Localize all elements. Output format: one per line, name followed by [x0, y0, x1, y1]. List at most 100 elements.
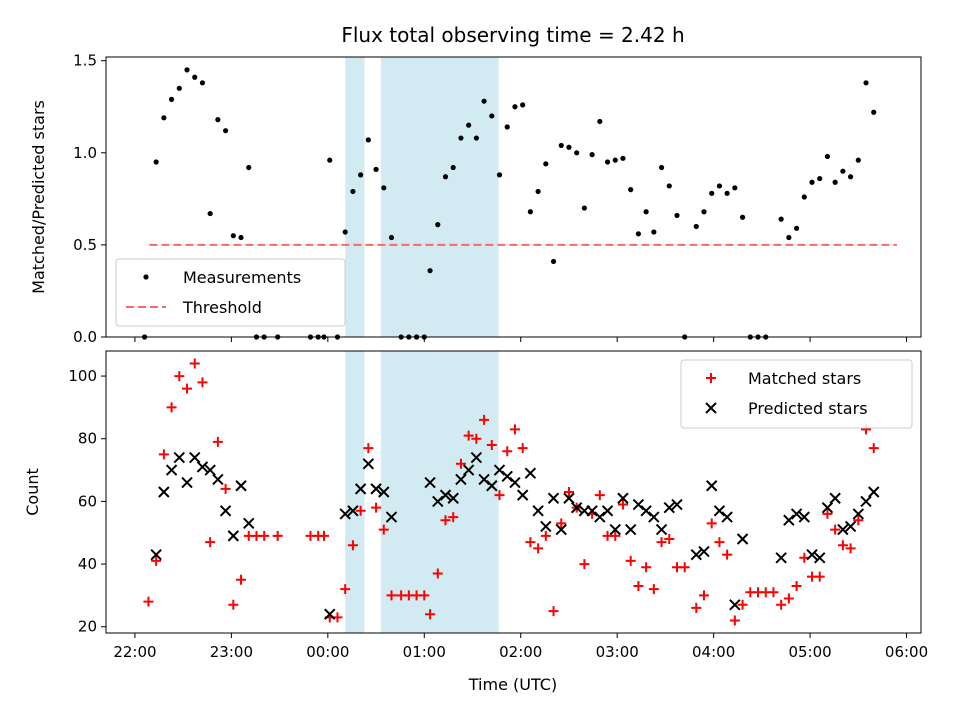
predicted-star-point [721, 511, 733, 523]
measurement-point [192, 74, 198, 80]
matched-star-point [371, 502, 382, 513]
matched-star-point [837, 540, 848, 551]
matched-star-point [494, 490, 505, 501]
matched-star-point [166, 402, 177, 413]
matched-star-point [648, 584, 659, 595]
matched-star-point [830, 524, 841, 535]
measurement-point [161, 115, 167, 121]
matched-star-point [556, 518, 567, 529]
legend-label: Matched stars [748, 369, 861, 388]
measurement-point [716, 183, 723, 189]
matched-star-point [540, 530, 551, 541]
matched-star-point [679, 562, 690, 573]
matched-star-point [448, 512, 459, 523]
measurement-point [207, 210, 213, 217]
legend-box [680, 359, 913, 429]
measurement-point [604, 159, 611, 165]
matched-star-point [363, 443, 374, 454]
predicted-star-point [158, 486, 170, 498]
measurement-point [693, 223, 699, 230]
predicted-star-point [165, 464, 178, 476]
measurement-point [824, 153, 831, 160]
top-panel-ratio: 0.0 0.5 1.0 1.5 Matched/Predicted stars Measu… [29, 52, 922, 346]
matched-star-point [471, 433, 482, 444]
measurement-point [651, 229, 657, 235]
matched-star-point [509, 424, 520, 435]
matched-star-point [386, 590, 397, 601]
matched-star-point [236, 574, 247, 585]
matched-star-point [625, 555, 636, 566]
matched-star-point [691, 602, 702, 613]
matched-star-point [822, 508, 833, 519]
legend-box [115, 258, 346, 327]
bottom-panel-counts: 20 40 60 80 100 22:00 23:00 00:00 01:00 02:00 03:0… [23, 350, 928, 661]
measurement-point [489, 113, 495, 119]
predicted-star-point [324, 608, 336, 620]
x-tick-label: 01:00 [403, 643, 446, 661]
predicted-star-point [586, 505, 598, 517]
predicted-star-point [821, 501, 834, 514]
predicted-star-point [844, 520, 857, 533]
measurement-point [643, 209, 649, 215]
plot-frame [105, 350, 922, 634]
predicted-star-point [648, 511, 660, 523]
matched-star-point [656, 537, 667, 548]
measurement-point [871, 109, 877, 115]
measurement-point [863, 80, 869, 86]
measurement-point [574, 150, 580, 156]
predicted-star-point [432, 495, 444, 508]
matched-star-point [502, 446, 513, 457]
legend-label: Predicted stars [748, 399, 868, 418]
matched-star-point [479, 414, 490, 425]
predicted-star-point [478, 473, 490, 486]
predicted-star-point [181, 476, 193, 489]
matched-star-point [205, 537, 216, 548]
predicted-star-point [775, 552, 787, 564]
predicted-star-point [837, 523, 849, 536]
predicted-star-point [655, 523, 668, 536]
measurement-point [473, 135, 479, 141]
predicted-star-point [370, 483, 382, 495]
predicted-star-point [798, 511, 811, 523]
matched-star-point [617, 499, 628, 510]
predicted-star-point [624, 523, 637, 536]
predicted-star-point [509, 476, 521, 489]
predicted-star-point [806, 548, 818, 561]
matched-star-point [432, 568, 443, 579]
measurement-point [365, 137, 371, 143]
predicted-star-point [532, 505, 544, 517]
matched-star-point [197, 377, 208, 388]
matched-star-point [189, 358, 200, 369]
legend-marker-predicted [705, 402, 717, 414]
matched-star-point [272, 530, 283, 541]
matched-star-point [768, 587, 779, 598]
matched-star-point [419, 590, 430, 601]
matched-star-point [182, 383, 193, 394]
predicted-star-point [852, 508, 865, 520]
measurement-point [342, 229, 348, 235]
measurement-point [666, 183, 672, 189]
shaded-interval [345, 351, 365, 633]
measurement-point [832, 179, 838, 185]
legend-marker-matched [706, 373, 716, 383]
x-tick-label: 06:00 [885, 643, 928, 661]
y-tick-label: 0.5 [73, 236, 97, 254]
measurement-point [801, 194, 807, 200]
matched-star-point [259, 530, 270, 541]
matched-star-point [610, 530, 621, 541]
measurement-point [520, 102, 526, 108]
measurement-point [381, 185, 387, 191]
measurement-point [442, 174, 449, 180]
measurement-point [855, 157, 861, 163]
measurement-point [739, 214, 746, 220]
predicted-star-point [462, 464, 475, 476]
predicted-star-point [150, 548, 162, 561]
y-axis-label: Count [23, 468, 42, 516]
predicted-star-point [235, 480, 247, 492]
measurement-point [358, 172, 364, 178]
matched-star-point [548, 606, 559, 617]
matched-star-point [714, 537, 725, 548]
predicted-star-point [339, 508, 351, 520]
matched-star-point [706, 518, 717, 529]
